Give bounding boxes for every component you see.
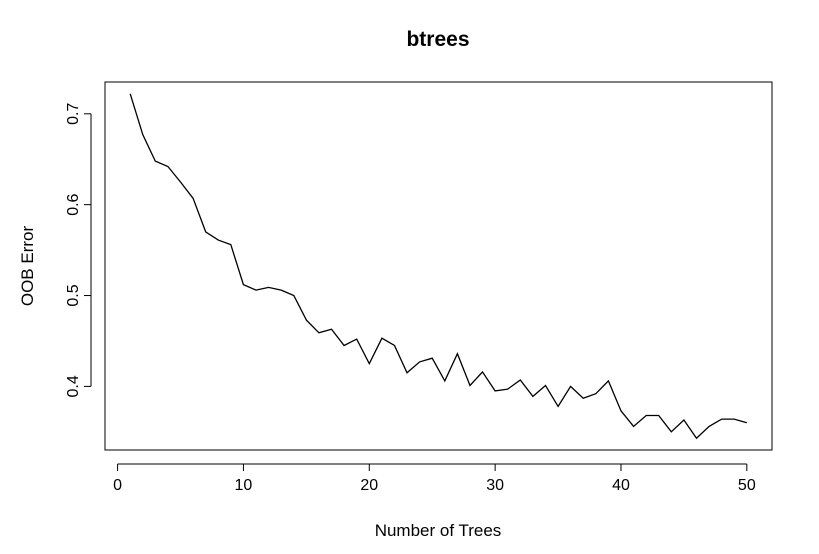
oob-error-line	[129, 93, 747, 440]
x-tick-label: 30	[486, 477, 504, 494]
x-tick-label: 40	[612, 477, 630, 494]
x-axis: 0 10 20 30 40 50	[113, 463, 756, 494]
x-tick-label: 0	[113, 477, 122, 494]
x-tick-label: 20	[360, 477, 378, 494]
plot-frame	[104, 81, 773, 451]
y-axis-label: OOB Error	[18, 226, 37, 307]
y-tick-label: 0.6	[65, 193, 82, 215]
x-tick-label: 50	[738, 477, 756, 494]
y-axis: 0.4 0.5 0.6 0.7	[65, 103, 92, 398]
chart-title: btrees	[406, 28, 469, 51]
y-tick-label: 0.4	[65, 375, 82, 397]
y-tick-label: 0.5	[65, 284, 82, 306]
x-tick-label: 10	[235, 477, 253, 494]
y-tick-label: 0.7	[65, 103, 82, 125]
x-axis-label: Number of Trees	[375, 521, 502, 540]
